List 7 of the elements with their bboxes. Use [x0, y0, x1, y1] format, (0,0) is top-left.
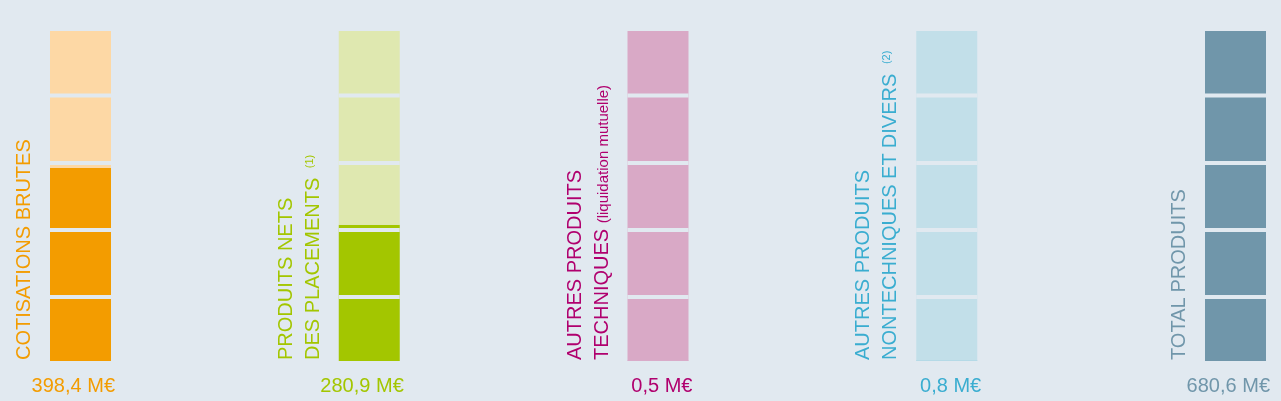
x-tick-label: COTISATIONS BRUTES — [12, 139, 34, 360]
x-tick-label: TOTAL PRODUITS — [1167, 189, 1189, 360]
data-label: 0,5 M€ — [631, 374, 693, 396]
data-label: 680,6 M€ — [1186, 374, 1270, 396]
data-label: 0,8 M€ — [920, 374, 982, 396]
data-label: 280,9 M€ — [320, 374, 404, 396]
data-label: 398,4 M€ — [31, 374, 115, 396]
